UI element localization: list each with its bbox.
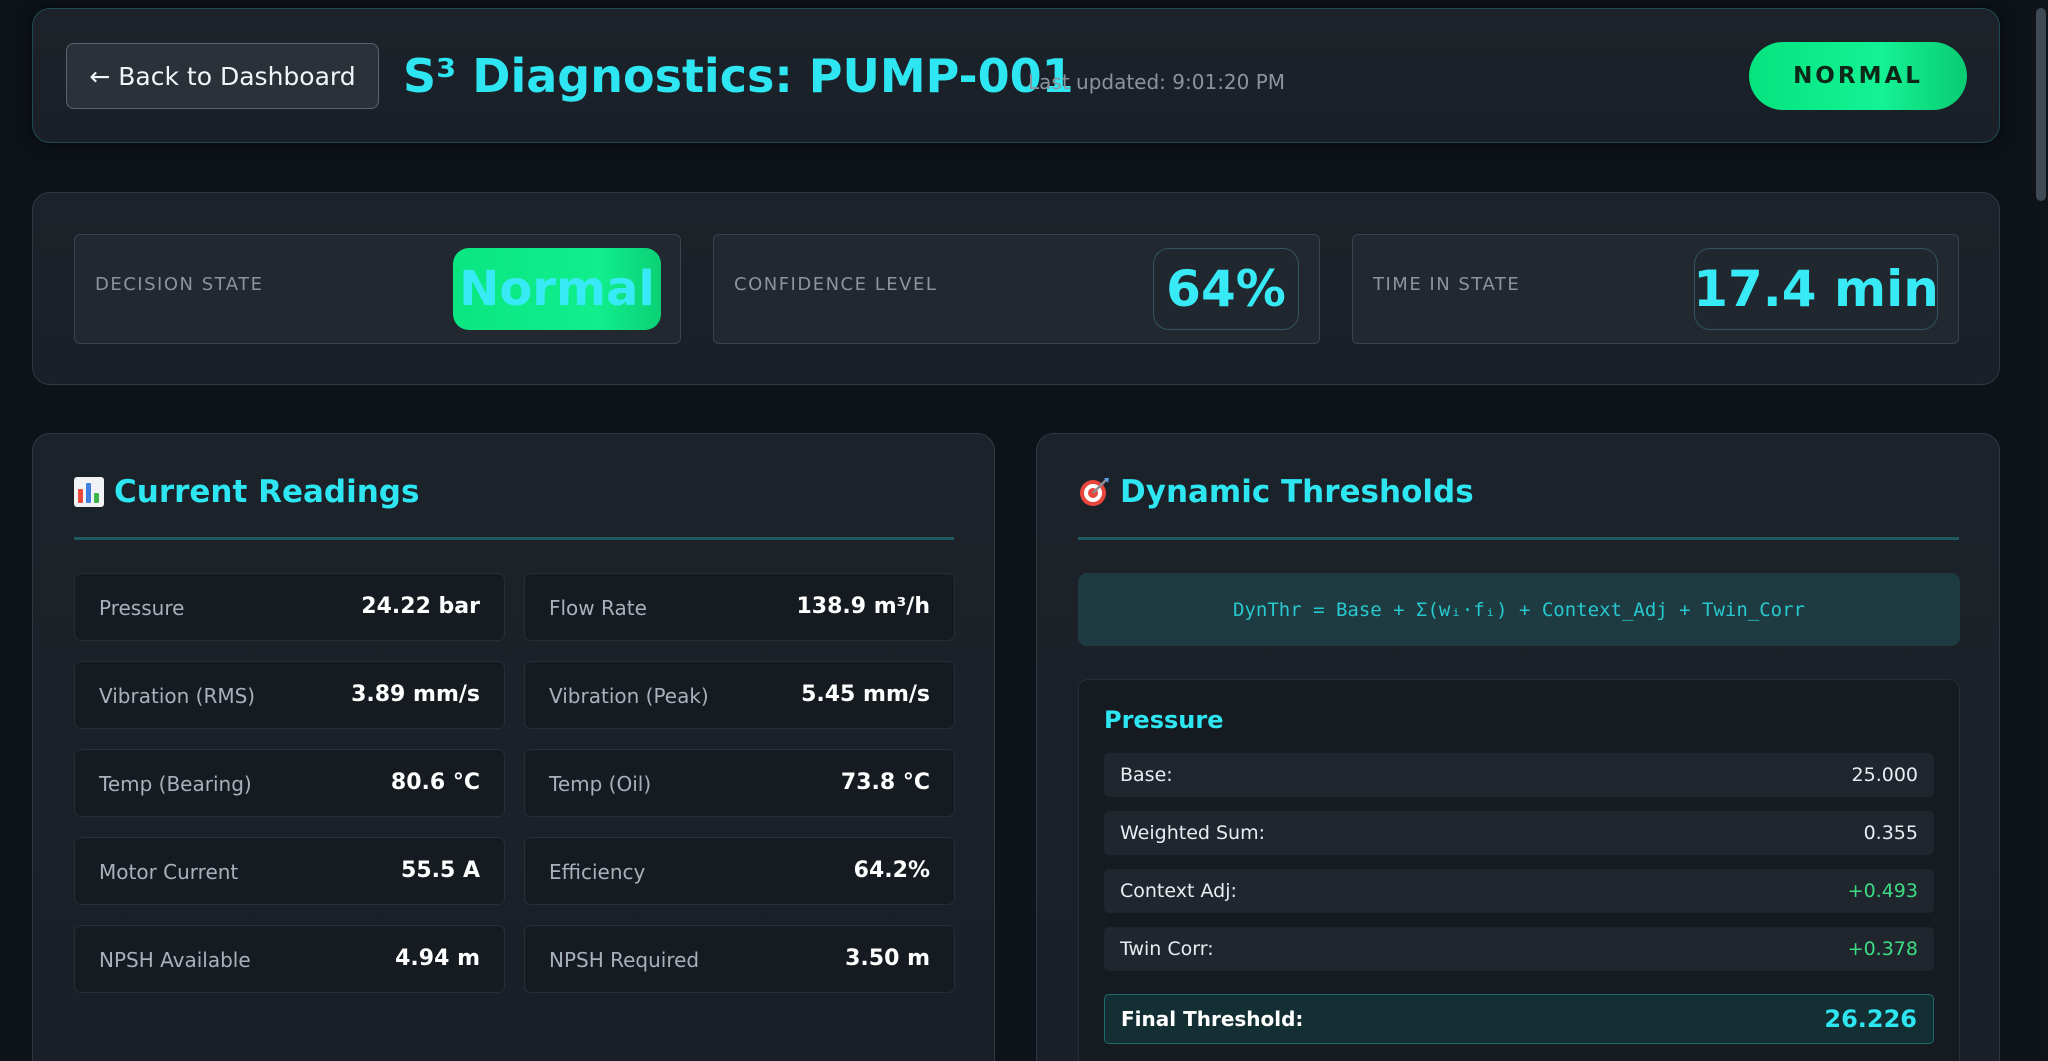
section-title-text: Current Readings	[114, 474, 420, 510]
threshold-row-value: +0.378	[1847, 938, 1918, 960]
threshold-formula: DynThr = Base + Σ(wᵢ·fᵢ) + Context_Adj +…	[1078, 573, 1960, 646]
header-bar: ← Back to Dashboard S³ Diagnostics: PUMP…	[32, 8, 2000, 143]
target-icon	[1078, 476, 1110, 508]
current-readings-panel: Current Readings Pressure 24.22 bar Flow…	[32, 433, 995, 1061]
threshold-row-twin-corr: Twin Corr: +0.378	[1104, 927, 1934, 971]
threshold-card-title: Pressure	[1104, 706, 1224, 734]
scrollbar-thumb[interactable]	[2036, 8, 2046, 201]
reading-value: 64.2%	[853, 858, 930, 883]
final-threshold-row: Final Threshold: 26.226	[1104, 994, 1934, 1044]
decision-metrics-card: Decision State Normal Confidence Level 6…	[32, 192, 2000, 385]
reading-value: 73.8 °C	[840, 770, 930, 795]
reading-value: 3.89 mm/s	[351, 682, 480, 707]
decision-state-value: Normal	[453, 248, 661, 330]
reading-label: NPSH Required	[549, 948, 700, 972]
threshold-row-label: Base:	[1120, 764, 1173, 786]
threshold-row-label: Twin Corr:	[1120, 938, 1214, 960]
reading-label: Vibration (Peak)	[549, 684, 709, 708]
reading-value: 4.94 m	[395, 946, 480, 971]
threshold-row-label: Weighted Sum:	[1120, 822, 1265, 844]
metric-confidence-level: Confidence Level 64%	[713, 234, 1320, 344]
metric-label: Confidence Level	[734, 274, 938, 295]
reading-label: Vibration (RMS)	[99, 684, 256, 708]
reading-value: 80.6 °C	[390, 770, 480, 795]
metric-label: Decision State	[95, 274, 264, 295]
reading-label: NPSH Available	[99, 948, 251, 972]
reading-npsh-available: NPSH Available 4.94 m	[74, 925, 505, 993]
back-to-dashboard-button[interactable]: ← Back to Dashboard	[66, 43, 379, 109]
section-divider	[74, 537, 954, 540]
confidence-level-value: 64%	[1153, 248, 1299, 330]
reading-label: Temp (Oil)	[549, 772, 652, 796]
reading-value: 138.9 m³/h	[796, 594, 930, 619]
reading-vibration-rms: Vibration (RMS) 3.89 mm/s	[74, 661, 505, 729]
threshold-row-value: 25.000	[1851, 764, 1918, 786]
final-threshold-value: 26.226	[1824, 1005, 1917, 1033]
threshold-row-context-adj: Context Adj: +0.493	[1104, 869, 1934, 913]
last-updated-timestamp: Last updated: 9:01:20 PM	[1028, 70, 1286, 94]
reading-label: Pressure	[99, 596, 185, 620]
reading-label: Flow Rate	[549, 596, 647, 620]
reading-label: Temp (Bearing)	[99, 772, 252, 796]
threshold-row-weighted-sum: Weighted Sum: 0.355	[1104, 811, 1934, 855]
threshold-row-label: Context Adj:	[1120, 880, 1237, 902]
reading-value: 3.50 m	[845, 946, 930, 971]
dynamic-thresholds-panel: Dynamic Thresholds DynThr = Base + Σ(wᵢ·…	[1036, 433, 2000, 1061]
page-scrollbar[interactable]	[2034, 0, 2048, 1061]
reading-value: 24.22 bar	[361, 594, 480, 619]
section-title-text: Dynamic Thresholds	[1120, 474, 1474, 510]
metric-time-in-state: Time in State 17.4 min	[1352, 234, 1959, 344]
status-badge: NORMAL	[1749, 42, 1967, 110]
time-in-state-value: 17.4 min	[1693, 248, 1939, 330]
current-readings-title: Current Readings	[74, 474, 419, 510]
page-title: S³ Diagnostics: PUMP-001	[403, 49, 1074, 103]
threshold-row-base: Base: 25.000	[1104, 753, 1934, 797]
reading-value: 5.45 mm/s	[801, 682, 930, 707]
threshold-row-value: 0.355	[1863, 822, 1918, 844]
threshold-row-value: +0.493	[1847, 880, 1918, 902]
metric-label: Time in State	[1373, 274, 1521, 295]
reading-motor-current: Motor Current 55.5 A	[74, 837, 505, 905]
pressure-threshold-card: Pressure Base: 25.000 Weighted Sum: 0.35…	[1078, 679, 1960, 1061]
metric-decision-state: Decision State Normal	[74, 234, 681, 344]
reading-label: Motor Current	[99, 860, 239, 884]
reading-vibration-peak: Vibration (Peak) 5.45 mm/s	[524, 661, 955, 729]
reading-flow-rate: Flow Rate 138.9 m³/h	[524, 573, 955, 641]
dynamic-thresholds-title: Dynamic Thresholds	[1078, 474, 1474, 510]
section-divider	[1078, 537, 1959, 540]
reading-pressure: Pressure 24.22 bar	[74, 573, 505, 641]
reading-label: Efficiency	[549, 860, 646, 884]
reading-temp-bearing: Temp (Bearing) 80.6 °C	[74, 749, 505, 817]
reading-temp-oil: Temp (Oil) 73.8 °C	[524, 749, 955, 817]
final-threshold-label: Final Threshold:	[1121, 1007, 1304, 1031]
bar-chart-icon	[74, 477, 104, 507]
reading-value: 55.5 A	[401, 858, 480, 883]
reading-npsh-required: NPSH Required 3.50 m	[524, 925, 955, 993]
reading-efficiency: Efficiency 64.2%	[524, 837, 955, 905]
